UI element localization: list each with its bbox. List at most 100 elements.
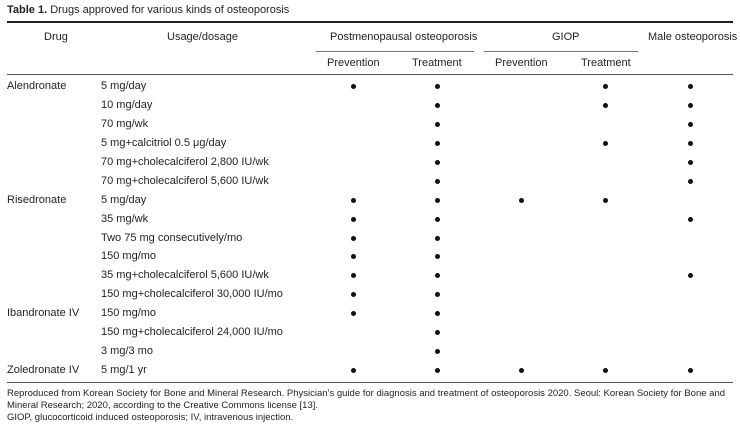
- pm-prevention-cell: [311, 209, 395, 228]
- header-giop: GIOP: [552, 31, 580, 43]
- bullet-icon: [350, 367, 356, 373]
- bullet-icon: [434, 330, 440, 336]
- dosage-cell: 150 mg/mo: [101, 307, 157, 320]
- giop-treatment-cell: [563, 228, 647, 247]
- pm-treatment-cell: [395, 190, 479, 209]
- drug-cell: Risedronate: [7, 193, 67, 206]
- table-row: 150 mg+cholecalciferol 30,000 IU/mo: [7, 285, 733, 304]
- pm-prevention-cell: [311, 360, 395, 379]
- dosage-cell: 10 mg/day: [101, 99, 153, 112]
- giop-treatment-cell: [563, 247, 647, 266]
- table-row: 35 mg+cholecalciferol 5,600 IU/wk: [7, 266, 733, 285]
- male-cell: [647, 190, 733, 209]
- bottom-rule: [7, 382, 733, 383]
- pm-prevention-cell: [311, 304, 395, 323]
- dosage-cell: Two 75 mg consecutively/mo: [101, 231, 243, 244]
- male-cell: [647, 266, 733, 285]
- bullet-icon: [434, 160, 440, 165]
- giop-treatment-cell: [563, 153, 647, 172]
- giop-prevention-cell: [479, 341, 563, 360]
- drug-cell: [7, 171, 101, 190]
- pm-treatment-cell: [395, 247, 479, 266]
- giop-prevention-cell: [479, 209, 563, 228]
- drug-cell: Ibandronate IV: [7, 307, 80, 320]
- postmenopausal-subrule: [316, 51, 474, 52]
- header-pm-prevention: Prevention: [327, 57, 380, 69]
- dosage-cell: 150 mg+cholecalciferol 24,000 IU/mo: [101, 326, 283, 339]
- bullet-icon: [687, 160, 693, 165]
- dosage-cell: 150 mg+cholecalciferol 30,000 IU/mo: [101, 288, 283, 301]
- drug-cell: [7, 266, 101, 285]
- bullet-icon: [350, 216, 356, 222]
- header-rule: [7, 74, 733, 75]
- pm-treatment-cell: [395, 323, 479, 342]
- drug-cell: [7, 341, 101, 360]
- pm-prevention-cell: [311, 77, 395, 96]
- dosage-cell: 70 mg/wk: [101, 118, 149, 131]
- bullet-icon: [434, 122, 440, 128]
- header-postmenopausal: Postmenopausal osteoporosis: [330, 31, 478, 43]
- table-row: Two 75 mg consecutively/mo: [7, 228, 733, 247]
- bullet-icon: [434, 348, 440, 354]
- pm-treatment-cell: [395, 134, 479, 153]
- bullet-icon: [434, 273, 440, 279]
- pm-treatment-cell: [395, 341, 479, 360]
- pm-prevention-cell: [311, 285, 395, 304]
- pm-prevention-cell: [311, 266, 395, 285]
- dosage-cell: 70 mg+cholecalciferol 2,800 IU/wk: [101, 156, 269, 168]
- giop-prevention-cell: [479, 304, 563, 323]
- top-rule: [7, 21, 733, 23]
- pm-treatment-cell: [395, 304, 479, 323]
- drug-table: Alendronate 5 mg/day 10 mg/day 70 mg/wk 5 mg…: [7, 77, 733, 379]
- table-row: 3 mg/3 mo: [7, 341, 733, 360]
- pm-prevention-cell: [311, 153, 395, 172]
- male-cell: [647, 341, 733, 360]
- bullet-icon: [434, 235, 440, 241]
- bullet-icon: [434, 292, 440, 298]
- giop-treatment-cell: [563, 134, 647, 153]
- drug-cell: [7, 96, 101, 115]
- caption-title: Drugs approved for various kinds of oste…: [50, 4, 290, 16]
- bullet-icon: [434, 216, 440, 222]
- bullet-icon: [434, 84, 440, 90]
- pm-treatment-cell: [395, 360, 479, 379]
- dosage-cell: 5 mg/day: [101, 193, 147, 206]
- pm-prevention-cell: [311, 115, 395, 134]
- bullet-icon: [687, 103, 693, 109]
- giop-prevention-cell: [479, 190, 563, 209]
- table-caption: Table 1. Drugs approved for various kind…: [7, 4, 289, 16]
- male-cell: [647, 134, 733, 153]
- drug-cell: [7, 228, 101, 247]
- table-row: 70 mg/wk: [7, 115, 733, 134]
- dosage-cell: 5 mg/1 yr: [101, 363, 147, 376]
- table-notes: Reproduced from Korean Society for Bone …: [7, 388, 733, 424]
- giop-prevention-cell: [479, 77, 563, 96]
- table-row: 10 mg/day: [7, 96, 733, 115]
- table-row: Zoledronate IV 5 mg/1 yr: [7, 360, 733, 379]
- pm-treatment-cell: [395, 171, 479, 190]
- giop-treatment-cell: [563, 341, 647, 360]
- dosage-cell: 35 mg/wk: [101, 212, 149, 225]
- male-cell: [647, 171, 733, 190]
- giop-prevention-cell: [479, 96, 563, 115]
- giop-prevention-cell: [479, 115, 563, 134]
- giop-prevention-cell: [479, 153, 563, 172]
- male-cell: [647, 247, 733, 266]
- header-giop-prevention: Prevention: [495, 57, 548, 69]
- drug-cell: [7, 115, 101, 134]
- pm-prevention-cell: [311, 96, 395, 115]
- pm-prevention-cell: [311, 134, 395, 153]
- drug-cell: [7, 285, 101, 304]
- table-row: Risedronate 5 mg/day: [7, 190, 733, 209]
- pm-prevention-cell: [311, 190, 395, 209]
- drug-cell: [7, 153, 101, 172]
- header-usage: Usage/dosage: [167, 31, 238, 43]
- pm-prevention-cell: [311, 247, 395, 266]
- bullet-icon: [687, 84, 693, 90]
- male-cell: [647, 209, 733, 228]
- pm-prevention-cell: [311, 228, 395, 247]
- drug-cell: [7, 323, 101, 342]
- giop-prevention-cell: [479, 266, 563, 285]
- drug-cell: [7, 209, 101, 228]
- header-pm-treatment: Treatment: [412, 57, 462, 69]
